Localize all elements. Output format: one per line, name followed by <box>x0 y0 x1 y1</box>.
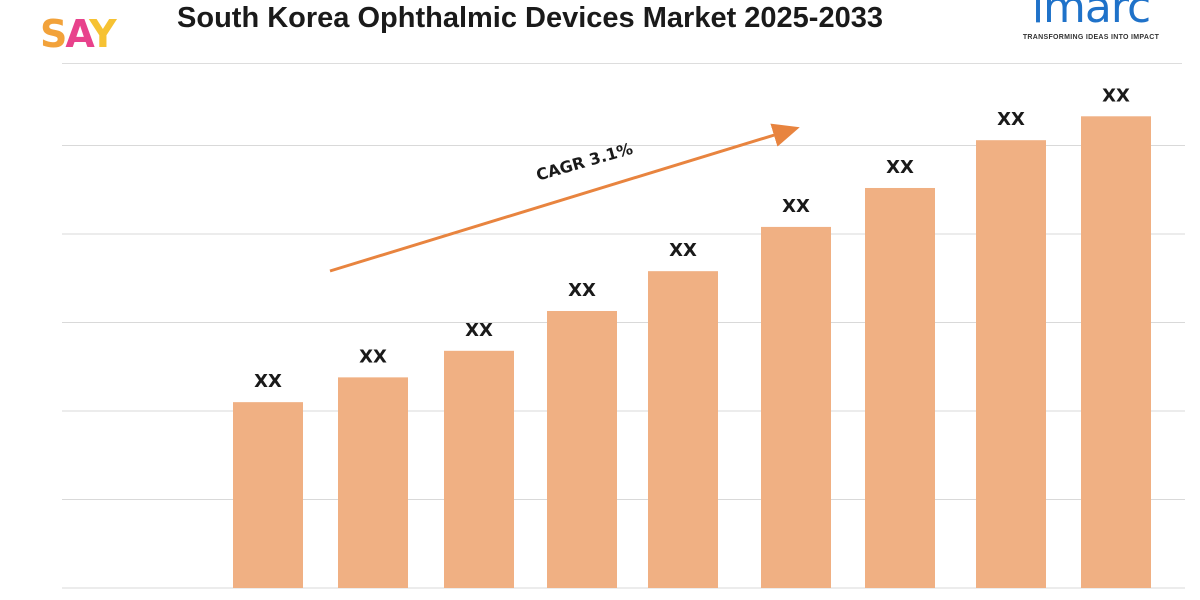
header: SAY South Korea Ophthalmic Devices Marke… <box>0 0 1200 62</box>
data-label-2026: XX <box>359 346 387 367</box>
bar-2026 <box>338 377 408 588</box>
bar-2031 <box>865 187 935 589</box>
bar-2028 <box>547 310 617 588</box>
bar-2033 <box>1081 116 1151 589</box>
data-label-2029: XX <box>669 240 697 261</box>
bar-2029 <box>648 271 718 588</box>
data-label-2032: XX <box>997 109 1025 130</box>
data-label-2025: XX <box>254 371 282 392</box>
data-label-2030: XX <box>782 196 810 217</box>
data-label-2031: XX <box>886 157 914 178</box>
page-title: South Korea Ophthalmic Devices Market 20… <box>177 2 883 34</box>
say-logo: SAY <box>40 12 117 56</box>
brand-name: imarc <box>1031 0 1151 33</box>
bar-2030 <box>761 226 831 589</box>
header-divider <box>62 63 1182 64</box>
data-label-2028: XX <box>568 280 596 301</box>
cagr-arrow <box>329 123 800 273</box>
bar-2027 <box>444 350 514 588</box>
brand-tagline: TRANSFORMING IDEAS INTO IMPACT <box>1022 34 1160 41</box>
bar-2032 <box>976 140 1046 588</box>
data-label-2027: XX <box>465 320 493 341</box>
imarc-logo: imarc TRANSFORMING IDEAS INTO IMPACT <box>1006 0 1176 41</box>
bar-2025 <box>233 402 303 588</box>
data-label-2033: XX <box>1102 85 1130 106</box>
